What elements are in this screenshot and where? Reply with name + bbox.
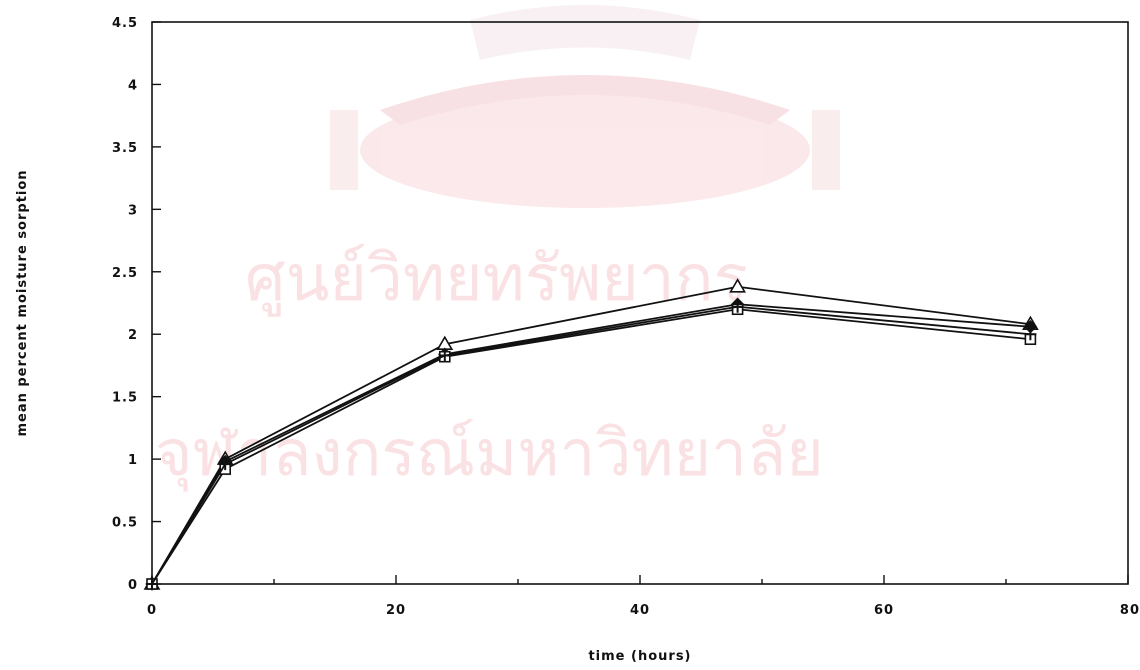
y-axis-title: mean percent moisture sorption — [15, 169, 30, 436]
university-emblem-icon — [330, 5, 840, 208]
x-tick-label: 0 — [147, 603, 157, 618]
y-tick-label: 1.5 — [112, 391, 138, 406]
series-plus — [146, 300, 1037, 590]
x-tick-label: 20 — [386, 603, 406, 618]
data-point-plus — [146, 578, 158, 590]
y-tick-label: 3.5 — [112, 141, 138, 156]
y-tick-label: 4.5 — [112, 16, 138, 31]
data-point-plus — [438, 349, 451, 362]
watermark-line-2: จุฬาลงกรณ์มหาวิทยาลัย — [155, 417, 824, 492]
y-tick-label: 2.5 — [112, 266, 138, 281]
y-tick-label: 4 — [128, 78, 138, 93]
y-tick-label: 2 — [128, 328, 138, 343]
data-point-plus — [731, 300, 744, 313]
y-tick-labels: 0 0.5 1 1.5 2 2.5 3 3.5 4 4.5 — [112, 16, 138, 593]
watermark: ศูนย์วิทยทรัพยากร จุฬาลงกรณ์มหาวิทยาลัย — [155, 5, 840, 492]
data-point-plus — [219, 458, 232, 471]
axis-ticks — [151, 21, 1129, 585]
y-tick-label: 3 — [128, 203, 138, 218]
x-tick-label: 60 — [874, 603, 894, 618]
x-axis-title: time (hours) — [588, 649, 691, 664]
x-tick-labels: 0 20 40 60 80 — [147, 603, 1140, 618]
watermark-line-1: ศูนย์วิทยทรัพยากร — [245, 242, 748, 317]
data-series — [143, 278, 1039, 591]
y-tick-label: 0.5 — [112, 516, 138, 531]
data-point-triangle — [729, 278, 746, 293]
y-tick-label: 0 — [128, 578, 138, 593]
y-tick-label: 1 — [128, 453, 138, 468]
data-point-plus — [1024, 328, 1037, 341]
x-tick-label: 80 — [1120, 603, 1140, 618]
x-tick-label: 40 — [630, 603, 650, 618]
